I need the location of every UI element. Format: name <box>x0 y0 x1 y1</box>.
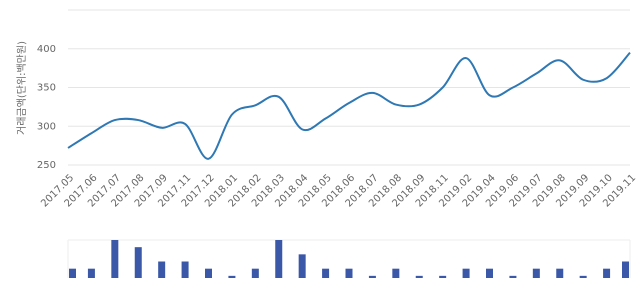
volume-bar <box>181 261 189 278</box>
volume-bar <box>603 268 611 278</box>
volume-bar <box>87 268 95 278</box>
y-tick-label: 400 <box>37 44 56 55</box>
volume-bar <box>415 275 423 278</box>
volume-bar <box>322 268 330 278</box>
volume-bar <box>228 275 236 278</box>
y-tick-label: 300 <box>37 121 56 132</box>
volume-bar <box>69 268 76 278</box>
y-tick-label: 350 <box>37 83 56 94</box>
volume-bar <box>556 268 564 278</box>
volume-bar <box>486 268 493 278</box>
y-tick-label: 250 <box>37 160 56 171</box>
y-axis-label: 거래금액(단위:백만원) <box>15 41 28 135</box>
volume-bar <box>509 275 517 278</box>
volume-bar <box>392 268 400 278</box>
volume-bar <box>158 261 166 278</box>
volume-bar <box>251 268 259 278</box>
volume-bar <box>368 275 376 278</box>
volume-bar <box>205 268 212 278</box>
volume-bar <box>462 268 470 278</box>
volume-bar <box>275 240 283 278</box>
volume-bar <box>134 247 142 278</box>
volume-bar <box>439 275 447 278</box>
volume-bar <box>579 275 587 278</box>
volume-bar <box>532 268 540 278</box>
volume-bar <box>111 240 119 278</box>
volume-bar <box>298 254 306 278</box>
price-line <box>67 51 631 160</box>
volume-bar <box>622 261 629 278</box>
volume-bar <box>345 268 353 278</box>
